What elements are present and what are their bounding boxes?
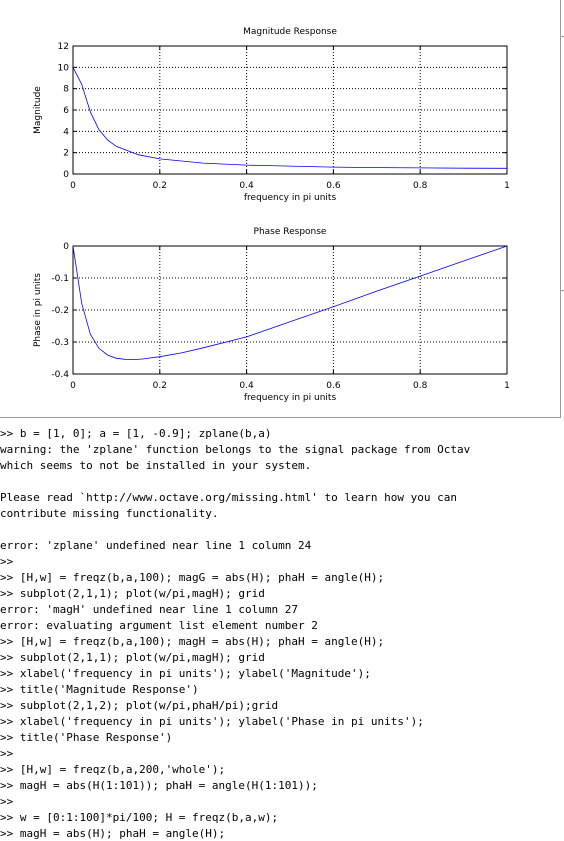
console-line: >> [H,w] = freqz(b,a,200,'whole'); <box>0 763 226 776</box>
console-line: >> subplot(2,1,2); plot(w/pi,phaH/pi);gr… <box>0 699 279 712</box>
console-line: which seems to not be installed in your … <box>0 459 312 472</box>
edge-mark <box>561 36 564 37</box>
plot-title: Phase Response <box>254 227 327 237</box>
y-axis-label: Phase in pi units <box>33 273 43 347</box>
x-tick-label: 0.2 <box>153 181 167 191</box>
y-tick-label: -0.4 <box>51 370 69 380</box>
console-line: >> subplot(2,1,1); plot(w/pi,magH); grid <box>0 587 265 600</box>
console-line: >> w = [0:1:100]*pi/100; H = freqz(b,a,w… <box>0 811 279 824</box>
console-line: >> title('Phase Response') <box>0 731 173 744</box>
y-tick-label: 6 <box>63 106 69 116</box>
y-axis-label: Magnitude <box>33 86 43 134</box>
y-tick-label: -0.3 <box>51 338 69 348</box>
y-tick-label: -0.1 <box>51 274 69 284</box>
x-tick-label: 1 <box>504 181 510 191</box>
figure-window: 0 0.2 0.4 0.6 0.8 1 0 2 4 6 8 10 12 Magnitude Respons… <box>0 0 561 418</box>
console-line: >> <box>0 747 14 760</box>
console-line: >> <box>0 795 14 808</box>
console-line <box>0 474 564 490</box>
x-tick-label: 0.4 <box>239 381 254 391</box>
edge-mark <box>561 290 564 291</box>
x-tick-label: 0.6 <box>326 181 341 191</box>
x-axis-label: frequency in pi units <box>244 193 337 203</box>
y-tick-label: 12 <box>58 42 69 52</box>
console-line: >> xlabel('frequency in pi units'); ylab… <box>0 715 424 728</box>
console-line: >> title('Magnitude Response') <box>0 683 199 696</box>
console-line: warning: the 'zplane' function belongs t… <box>0 443 471 456</box>
x-tick-label: 0 <box>70 181 76 191</box>
series-line <box>72 245 508 361</box>
console-line: >> <box>0 555 14 568</box>
console-line: >> b = [1, 0]; a = [1, -0.9]; zplane(b,a… <box>0 427 272 440</box>
y-tick-label: 0 <box>63 170 69 180</box>
y-tick-label: 4 <box>63 127 69 137</box>
console-line: >> [H,w] = freqz(b,a,100); magH = abs(H)… <box>0 635 385 648</box>
series-line <box>72 67 508 169</box>
console-line <box>0 522 564 538</box>
y-tick-label: 8 <box>63 85 69 95</box>
x-tick-label: 0.8 <box>413 181 428 191</box>
y-tick-label: 2 <box>63 149 69 159</box>
x-tick-label: 0.4 <box>239 181 254 191</box>
y-tick-label: 10 <box>58 63 70 73</box>
y-tick-label: -0.2 <box>51 306 69 316</box>
console-line: error: evaluating argument list element … <box>0 619 318 632</box>
console-line: >> magH = abs(H); phaH = angle(H); <box>0 827 226 840</box>
plot-title: Magnitude Response <box>243 27 337 37</box>
command-window[interactable]: >> b = [1, 0]; a = [1, -0.9]; zplane(b,a… <box>0 426 564 841</box>
y-tick-label: 0 <box>63 242 69 252</box>
console-line: contribute missing functionality. <box>0 507 219 520</box>
console-line: Please read `http://www.octave.org/missi… <box>0 491 457 504</box>
console-line: >> magH = abs(H(1:101)); phaH = angle(H(… <box>0 779 318 792</box>
x-tick-label: 0 <box>70 381 76 391</box>
x-tick-label: 0.8 <box>413 381 428 391</box>
console-line: error: 'zplane' undefined near line 1 co… <box>0 539 312 552</box>
x-axis-label: frequency in pi units <box>244 393 337 403</box>
window-edge-marks <box>561 0 564 418</box>
x-tick-label: 1 <box>504 381 510 391</box>
console-line: >> [H,w] = freqz(b,a,100); magG = abs(H)… <box>0 571 385 584</box>
console-line: error: 'magH' undefined near line 1 colu… <box>0 603 299 616</box>
console-line: >> xlabel('frequency in pi units'); ylab… <box>0 667 371 680</box>
x-tick-label: 0.2 <box>153 381 167 391</box>
console-line: >> subplot(2,1,1); plot(w/pi,magH); grid <box>0 651 265 664</box>
x-tick-label: 0.6 <box>326 381 341 391</box>
